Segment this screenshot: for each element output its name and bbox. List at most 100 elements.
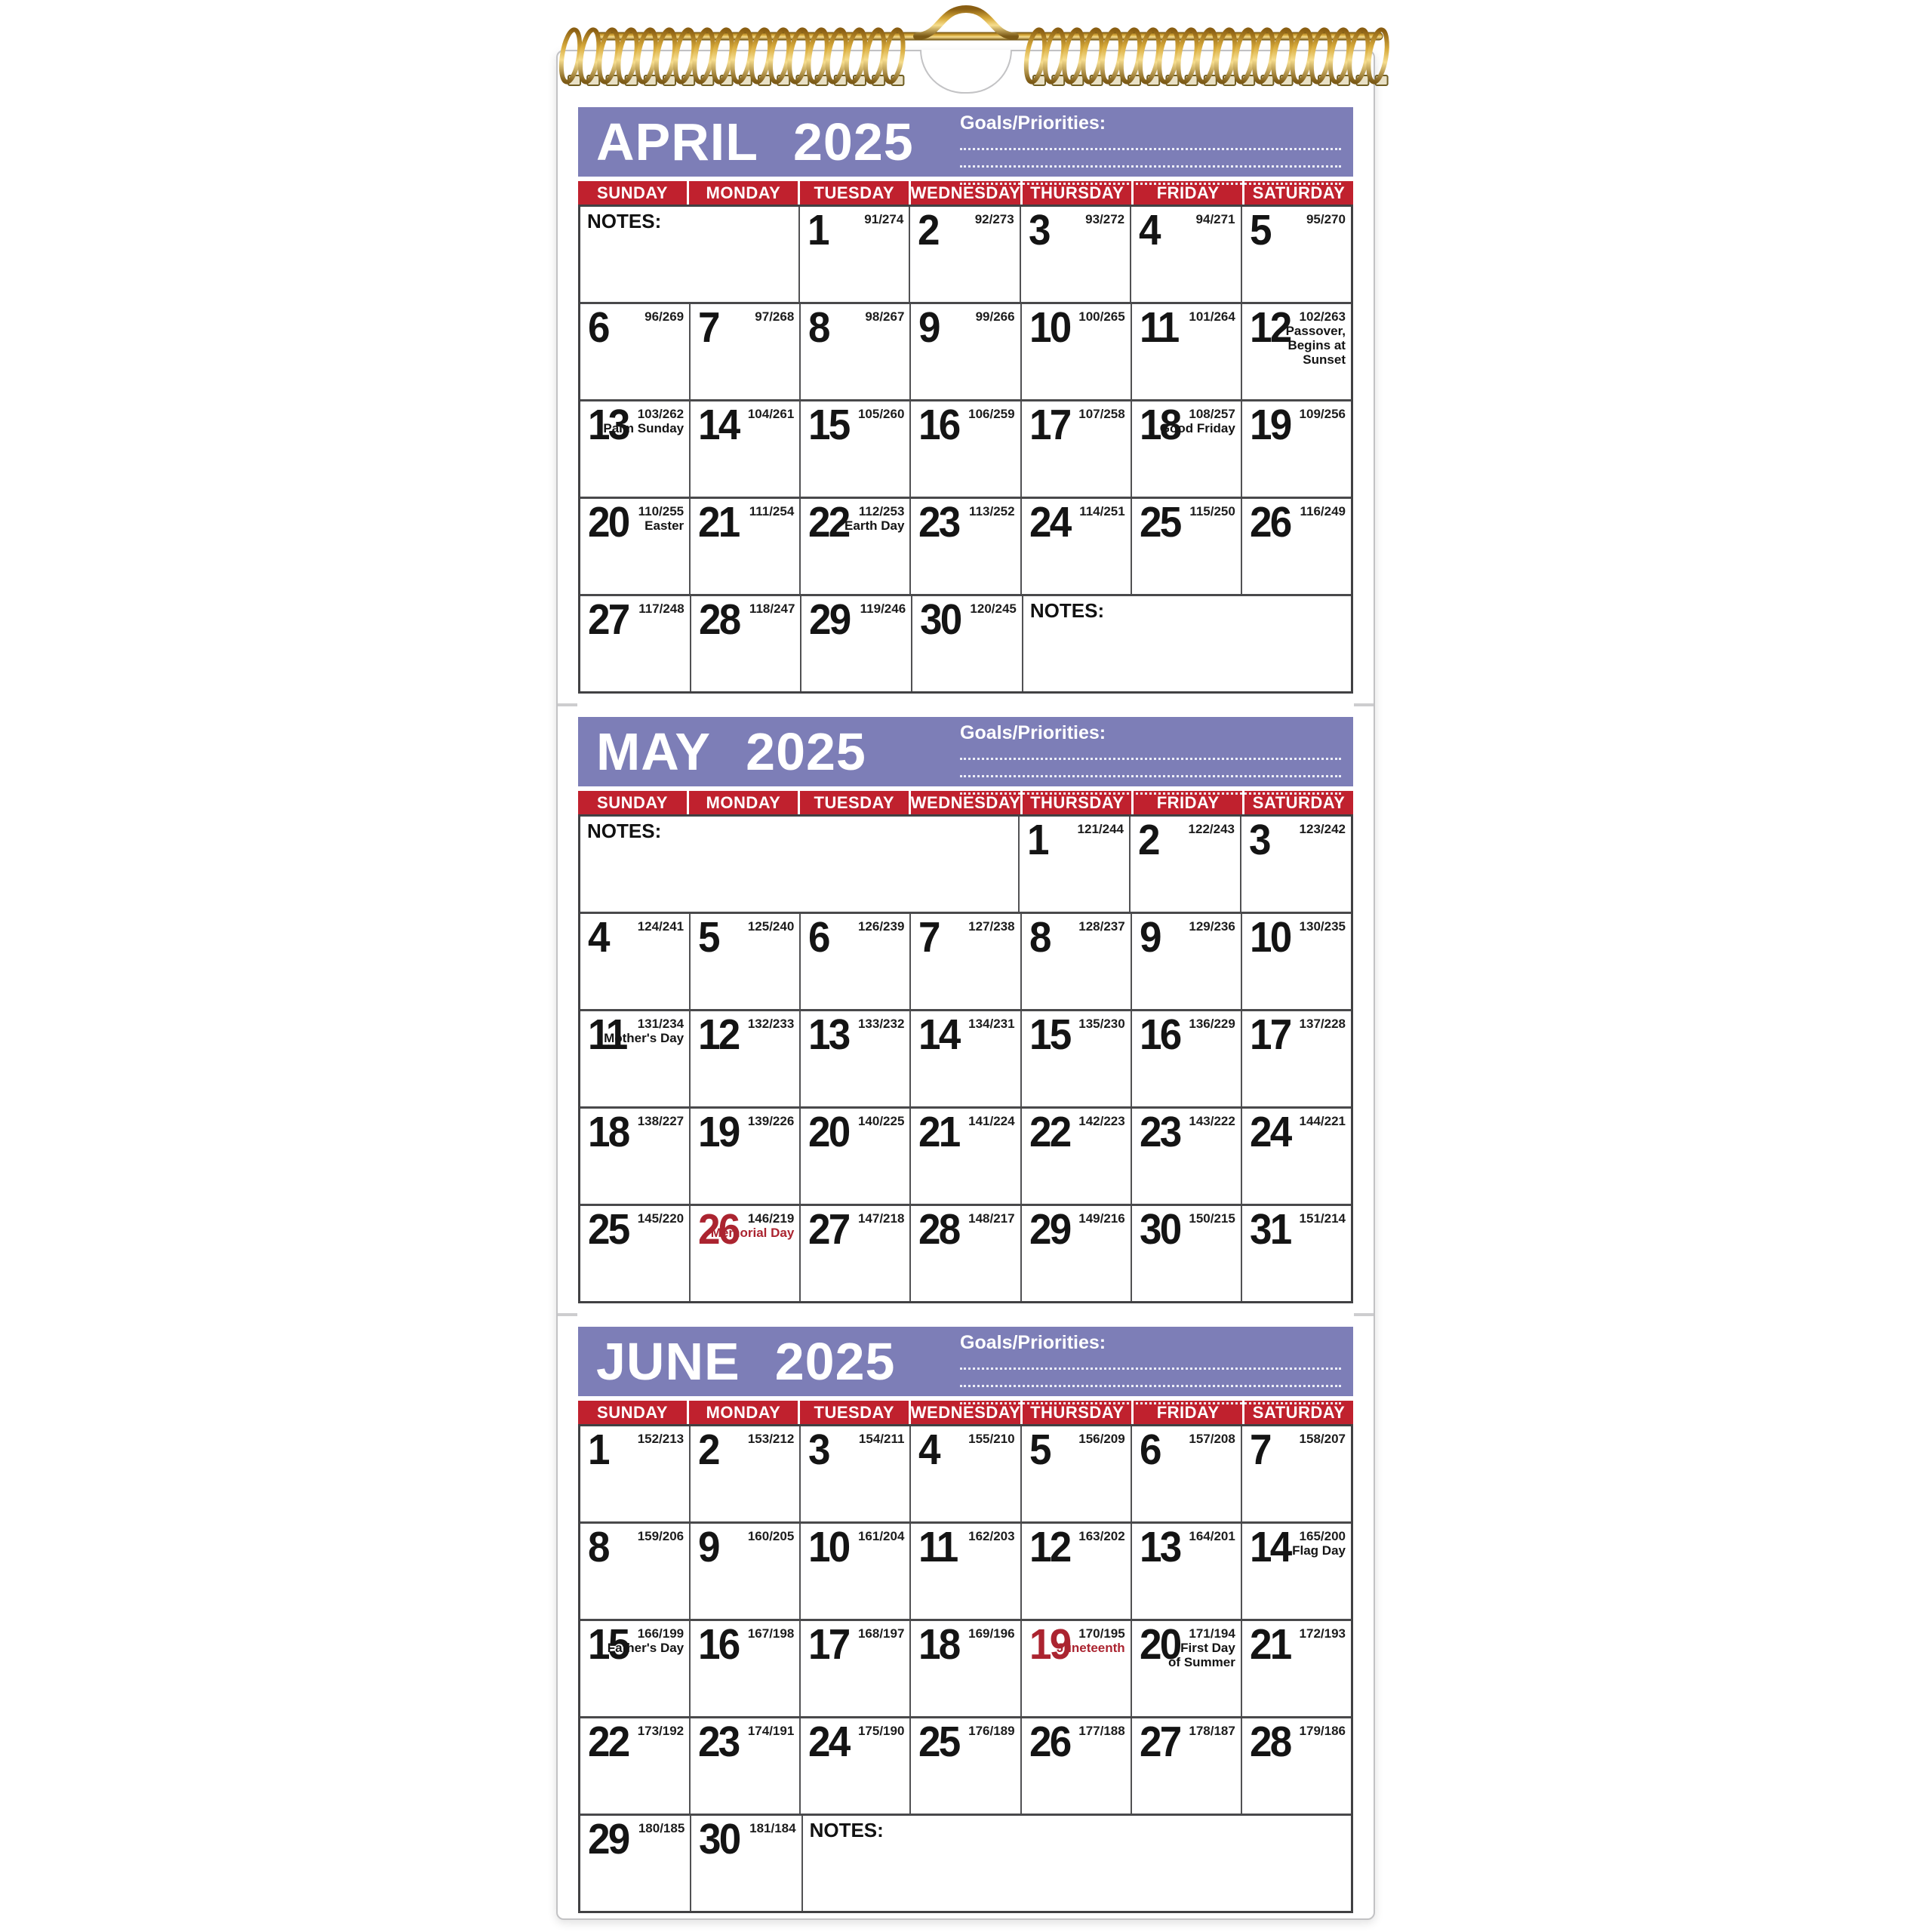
day-number: 29 (1029, 1205, 1072, 1254)
date-cell: 26 177/188 (1021, 1718, 1132, 1814)
date-cell: 6 96/269 (580, 304, 691, 399)
day-number: 5 (1249, 206, 1272, 254)
goals-dotted-line (960, 1352, 1341, 1370)
julian-date: 181/184 (749, 1821, 796, 1835)
date-annotations: 148/217 (968, 1212, 1014, 1226)
date-cell: 24 144/221 (1241, 1109, 1351, 1204)
date-annotations: 137/228 (1300, 1017, 1346, 1031)
date-cell: 5 156/209 (1021, 1426, 1132, 1521)
week-row: 11 131/234 Mother's Day 12 132/233 13 133/232 1… (580, 1011, 1351, 1109)
day-number: 6 (808, 913, 830, 961)
date-annotations: 152/213 (638, 1432, 684, 1446)
date-cell: 16 167/198 (691, 1621, 801, 1716)
weekday-cell: SUNDAY (578, 181, 689, 205)
day-number: 23 (698, 1718, 740, 1766)
day-number: 14 (698, 401, 740, 449)
date-annotations: 127/238 (968, 920, 1014, 934)
holiday-line: Juneteenth (1057, 1640, 1125, 1655)
julian-date: 167/198 (747, 1626, 795, 1641)
weekday-cell: WEDNESDAY (911, 791, 1023, 814)
notes-cell: NOTES: (580, 817, 1020, 912)
date-annotations: 158/207 (1300, 1432, 1346, 1446)
date-annotations: 155/210 (968, 1432, 1014, 1446)
julian-date: 117/248 (638, 601, 685, 616)
holiday-label: Passover, Begins at Sunset (1242, 324, 1346, 367)
date-cell: 18 108/257 Good Friday (1131, 401, 1242, 497)
weekday-cell: SATURDAY (1252, 792, 1346, 812)
day-number: 24 (1029, 498, 1072, 546)
holiday-label: Good Friday (1160, 421, 1235, 435)
day-number: 3 (1028, 206, 1051, 254)
week-row: NOTES: 1 121/244 2 122/243 3 123/242 (580, 817, 1351, 914)
date-annotations: 144/221 (1300, 1115, 1346, 1128)
date-cell: 31 151/214 (1241, 1206, 1351, 1301)
julian-date: 156/209 (1078, 1432, 1125, 1446)
date-cell: 10 130/235 (1241, 914, 1351, 1009)
day-number: 20 (1139, 1620, 1182, 1669)
day-number: 17 (1029, 401, 1072, 449)
month-title: JUNE 2025 (596, 1331, 960, 1392)
date-annotations: 131/234 Mother's Day (604, 1017, 684, 1045)
julian-date: 126/239 (857, 919, 905, 934)
month-section-june: JUNE 2025 Goals/Priorities: SUNDAY MONDAY TUE… (578, 1327, 1353, 1913)
date-cell: 23 143/222 (1131, 1109, 1242, 1204)
holiday-label: Juneteenth (1057, 1641, 1125, 1655)
date-annotations: 167/198 (748, 1627, 794, 1641)
date-cell: 10 161/204 (801, 1524, 912, 1619)
month-name: MAY (596, 722, 712, 781)
date-annotations: 140/225 (858, 1115, 904, 1128)
julian-date: 125/240 (747, 919, 795, 934)
date-cell: 15 166/199 Father's Day (580, 1621, 691, 1716)
julian-date: 113/252 (969, 504, 1015, 518)
week-row: 20 110/255 Easter 21 111/254 22 112/253 Earth D… (580, 499, 1351, 596)
julian-date: 148/217 (968, 1211, 1015, 1226)
date-cell: 25 176/189 (911, 1718, 1022, 1814)
day-number: 4 (918, 1426, 940, 1474)
julian-date: 118/247 (749, 601, 795, 616)
day-number: 17 (808, 1620, 851, 1669)
date-annotations: 102/263 Passover, Begins at Sunset (1242, 310, 1346, 367)
week-row: 15 166/199 Father's Day 16 167/198 17 168/197 1… (580, 1621, 1351, 1718)
julian-date: 120/245 (970, 601, 1017, 616)
julian-date: 174/191 (747, 1724, 795, 1738)
calendar-page: APRIL 2025 Goals/Priorities: SUNDAY MONDAY TU… (556, 50, 1375, 1920)
day-number: 30 (920, 595, 962, 644)
day-number: 10 (1029, 303, 1072, 352)
date-annotations: 160/205 (748, 1530, 794, 1543)
day-number: 18 (588, 1108, 630, 1156)
date-cell: 28 179/186 (1241, 1718, 1351, 1814)
date-annotations: 142/223 (1078, 1115, 1124, 1128)
day-number: 11 (1139, 303, 1180, 352)
date-cell: 2 92/273 (910, 207, 1021, 302)
date-cell: 3 154/211 (801, 1426, 912, 1521)
julian-date: 109/256 (1299, 407, 1346, 421)
date-cell: 16 106/259 (911, 401, 1022, 497)
day-number: 12 (1249, 303, 1292, 352)
day-number: 9 (918, 303, 940, 352)
julian-date: 150/215 (1189, 1211, 1235, 1226)
date-cell: 27 178/187 (1131, 1718, 1242, 1814)
julian-date: 161/204 (857, 1529, 905, 1543)
date-cell: 13 164/201 (1131, 1524, 1242, 1619)
julian-date: 158/207 (1299, 1432, 1346, 1446)
day-number: 1 (588, 1426, 610, 1474)
holiday-line: Good Friday (1159, 420, 1235, 435)
page-crease (558, 1303, 1374, 1327)
week-row: NOTES: 1 91/274 2 92/273 3 93/272 4 94/271 5 95/27… (580, 207, 1351, 304)
date-annotations: 165/200 Flag Day (1292, 1530, 1346, 1558)
holiday-label: Earth Day (844, 518, 904, 533)
date-annotations: 159/206 (638, 1530, 684, 1543)
date-annotations: 100/265 (1078, 310, 1124, 324)
julian-date: 166/199 (637, 1626, 685, 1641)
date-annotations: 115/250 (1189, 505, 1235, 518)
day-number: 8 (808, 303, 830, 352)
date-cell: 13 103/262 Palm Sunday (580, 401, 691, 497)
date-cell: 24 175/190 (801, 1718, 912, 1814)
holiday-line: Passover, (1285, 323, 1346, 338)
date-cell: 30 181/184 (691, 1816, 803, 1911)
day-number: 22 (1029, 1108, 1072, 1156)
date-annotations: 143/222 (1189, 1115, 1235, 1128)
date-cell: 1 152/213 (580, 1426, 691, 1521)
julian-date: 143/222 (1189, 1114, 1235, 1128)
